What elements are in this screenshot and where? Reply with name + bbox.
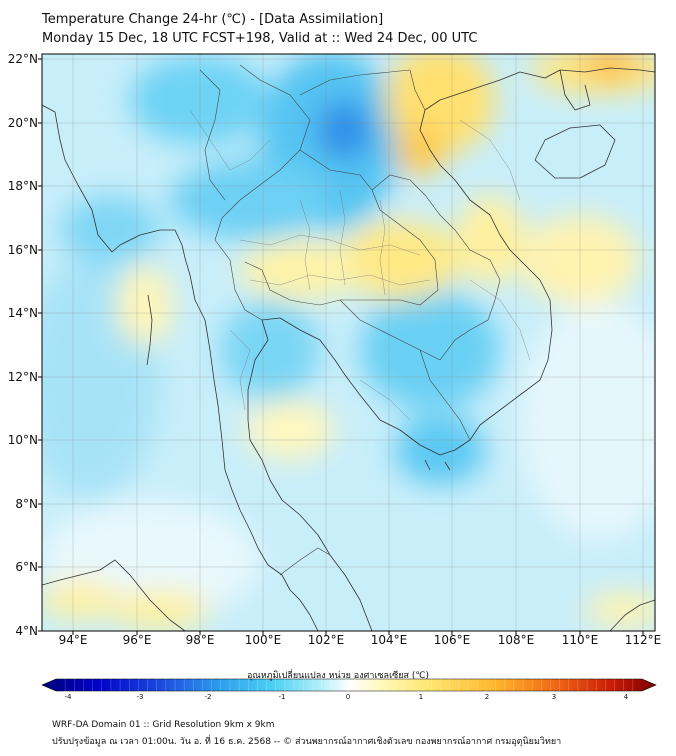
colorbar-tick: 0 — [345, 693, 351, 701]
footer-line-1: WRF-DA Domain 01 :: Grid Resolution 9km … — [52, 720, 275, 730]
lat-label: 12°N — [7, 370, 38, 384]
temperature-field — [42, 54, 655, 631]
lon-label: 94°E — [58, 633, 88, 647]
map-title: Temperature Change 24-hr (℃) - [Data Ass… — [42, 12, 384, 27]
lat-label: 4°N — [15, 624, 38, 638]
borders — [199, 64, 501, 576]
axis-ticks — [38, 58, 644, 635]
lon-label: 98°E — [185, 633, 215, 647]
colorbar-tick: -4 — [64, 693, 72, 701]
colorbar-label: อุณหภูมิเปลี่ยนแปลง หน่วย องศาเซลเซียส (… — [246, 671, 430, 681]
lat-label: 22°N — [7, 52, 38, 66]
lat-label: 18°N — [7, 179, 38, 193]
provinces — [189, 109, 531, 421]
lat-label: 6°N — [15, 560, 38, 574]
lon-label: 100°E — [244, 633, 282, 647]
lat-label: 14°N — [7, 306, 38, 320]
graticule — [42, 54, 655, 631]
lon-label: 102°E — [307, 633, 345, 647]
lat-label: 10°N — [7, 433, 38, 447]
footer-line-2: ปรับปรุงข้อมูล ณ เวลา 01:00น. วัน อ. ที่… — [52, 737, 562, 747]
lat-label: 8°N — [15, 497, 38, 511]
colorbar — [41, 678, 657, 692]
colorbar-tick: -2 — [204, 693, 212, 701]
lon-label: 104°E — [370, 633, 408, 647]
lat-label: 16°N — [7, 243, 38, 257]
colorbar-tick: -1 — [278, 693, 286, 701]
coastlines — [42, 67, 655, 631]
lon-label: 106°E — [433, 633, 471, 647]
colorbar-tick: 4 — [623, 693, 629, 701]
colorbar-tick: -3 — [136, 693, 144, 701]
lat-label: 20°N — [7, 116, 38, 130]
lon-label: 110°E — [561, 633, 599, 647]
colorbar-gradient — [41, 678, 657, 692]
lon-label: 108°E — [497, 633, 535, 647]
colorbar-tick: 3 — [551, 693, 557, 701]
lon-label: 112°E — [624, 633, 662, 647]
map-frame — [41, 53, 656, 632]
map-subtitle: Monday 15 Dec, 18 UTC FCST+198, Valid at… — [42, 31, 478, 46]
colorbar-tick: 2 — [484, 693, 490, 701]
lon-label: 96°E — [122, 633, 152, 647]
colorbar-tick: 1 — [418, 693, 424, 701]
